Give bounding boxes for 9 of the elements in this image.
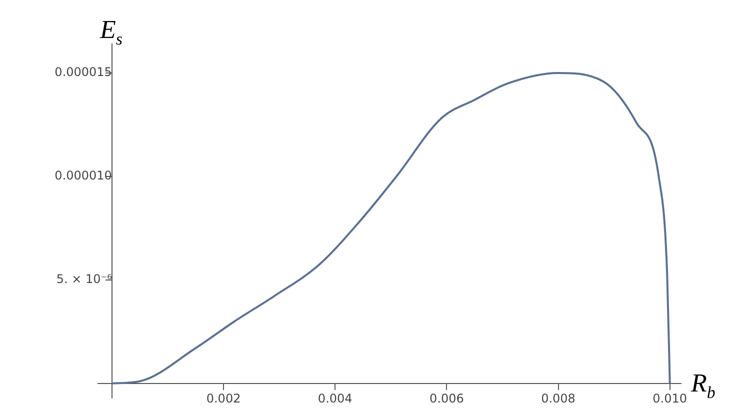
x-tick-label: 0.002: [206, 392, 241, 406]
x-tick-label: 0.006: [430, 392, 464, 406]
y-tick-label: 0.000015: [54, 65, 112, 80]
y-tick-label: 0.000010: [54, 168, 112, 183]
x-tick-label: 0.008: [541, 392, 576, 406]
line-series: [110, 72, 671, 384]
y-tick-label: 5. × 10⁻⁶: [56, 272, 112, 286]
x-tick-label: 0.004: [318, 392, 352, 406]
x-tick-label: 0.010: [652, 392, 688, 406]
